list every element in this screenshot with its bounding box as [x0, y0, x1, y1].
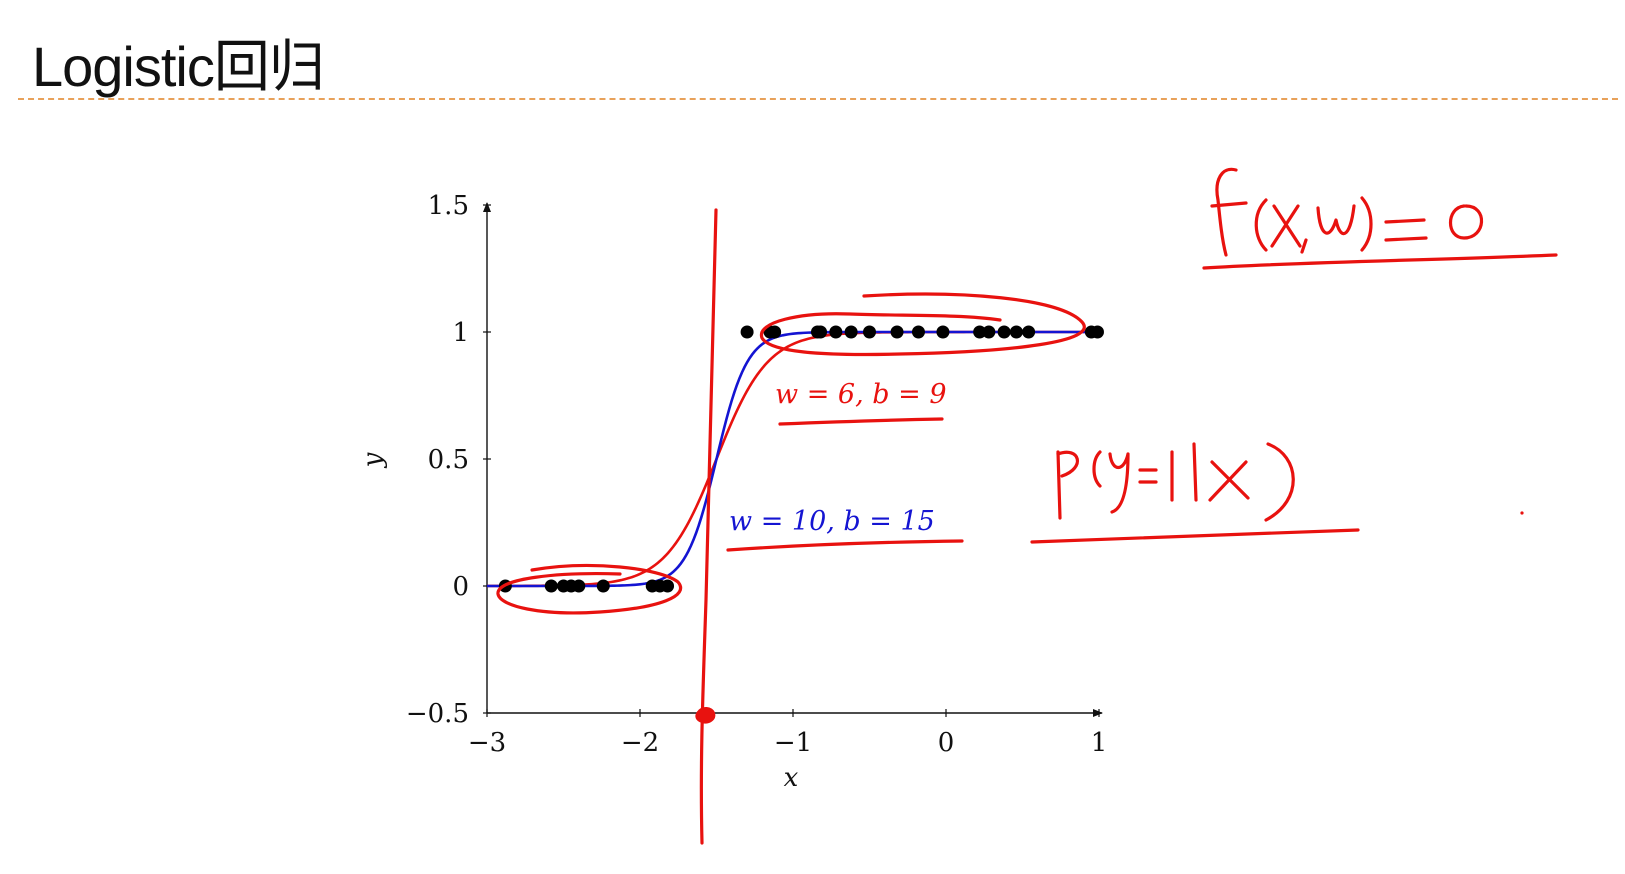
data-point [661, 579, 675, 593]
x-tick-label: −2 [621, 728, 659, 758]
data-point [740, 325, 754, 339]
data-point [973, 325, 987, 339]
data-point [997, 325, 1011, 339]
data-point [1009, 325, 1023, 339]
handwritten-p-equation [1030, 442, 1360, 544]
data-points [498, 325, 1104, 593]
y-tick-label: 1.5 [428, 191, 469, 221]
title-divider [18, 98, 1618, 100]
x-tick-label: 1 [1091, 728, 1108, 758]
class1-ellipse-stroke [759, 292, 1086, 357]
x-tick-label: −3 [468, 728, 506, 758]
curve-label-w6: w = 6, b = 9 [775, 379, 947, 410]
boundary-dot [695, 707, 716, 724]
data-point [544, 579, 558, 593]
axis-ticks: −3 −2 −1 0 1 −0.5 0 0.5 1 1.5 [406, 191, 1107, 758]
data-point [596, 579, 610, 593]
y-tick-label: 0 [452, 572, 469, 602]
handwriting-ink [496, 167, 1558, 845]
sigmoid-curve-w10 [487, 330, 1099, 588]
data-point [814, 325, 828, 339]
y-tick-label: −0.5 [406, 699, 469, 729]
underline-w6 [778, 417, 944, 426]
underline-w10 [726, 539, 964, 552]
data-point [844, 325, 858, 339]
y-axis-label: y [358, 452, 388, 468]
class0-ellipse-stroke [496, 563, 683, 615]
y-tick-label: 1 [452, 318, 469, 348]
x-tick-label: 0 [938, 728, 955, 758]
data-point [572, 579, 586, 593]
data-point [890, 325, 904, 339]
ink-dot [1520, 511, 1524, 515]
data-point [768, 325, 782, 339]
slide-title: Logistic回归 [32, 35, 325, 98]
curve-label-w10: w = 10, b = 15 [729, 506, 935, 537]
data-point [829, 325, 843, 339]
data-point [863, 325, 876, 339]
sigmoid-curve-w6 [487, 330, 1099, 588]
y-tick-label: 0.5 [428, 445, 469, 475]
x-tick-label: −1 [774, 728, 812, 758]
data-point [911, 325, 925, 339]
handwritten-f-equation [1202, 167, 1558, 270]
x-axis-label: x [784, 763, 799, 793]
decision-boundary-stroke [699, 208, 718, 845]
data-point [1090, 325, 1104, 339]
data-point [982, 325, 996, 339]
data-point [1022, 325, 1036, 339]
data-point [936, 325, 950, 339]
